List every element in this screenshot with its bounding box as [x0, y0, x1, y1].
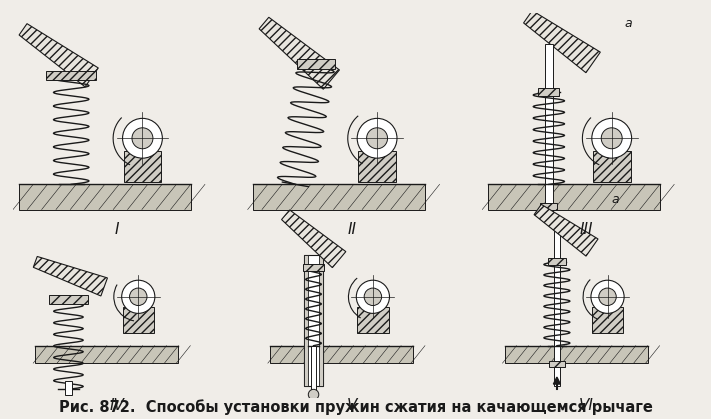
Bar: [65, 380, 72, 395]
Circle shape: [357, 118, 397, 158]
Text: V: V: [347, 398, 357, 413]
Text: a: a: [611, 193, 619, 206]
Bar: [124, 151, 161, 182]
Bar: [304, 255, 308, 386]
Bar: [593, 151, 631, 182]
Polygon shape: [33, 256, 107, 296]
Bar: [19, 184, 191, 210]
Circle shape: [122, 118, 162, 158]
Circle shape: [364, 288, 382, 305]
Circle shape: [602, 128, 622, 149]
Bar: [36, 346, 178, 363]
Bar: [538, 88, 560, 96]
Bar: [303, 264, 324, 271]
Text: III: III: [580, 222, 593, 237]
Polygon shape: [523, 10, 600, 73]
Bar: [297, 59, 335, 69]
Circle shape: [599, 288, 616, 305]
Bar: [505, 346, 648, 363]
Polygon shape: [534, 204, 598, 256]
Polygon shape: [19, 23, 98, 87]
Polygon shape: [553, 377, 560, 384]
Bar: [319, 255, 323, 386]
Bar: [46, 71, 97, 80]
Polygon shape: [282, 210, 346, 268]
Bar: [549, 361, 565, 367]
Bar: [548, 259, 566, 265]
Bar: [254, 184, 425, 210]
Circle shape: [367, 128, 387, 149]
Circle shape: [309, 389, 319, 400]
Circle shape: [591, 280, 624, 313]
Bar: [540, 203, 557, 210]
Circle shape: [122, 280, 155, 313]
Text: II: II: [348, 222, 356, 237]
Bar: [304, 255, 323, 386]
Polygon shape: [259, 17, 339, 89]
Text: IV: IV: [110, 398, 124, 413]
Text: a: a: [624, 17, 632, 30]
Text: Рис. 872.  Способы установки пружин сжатия на качающемся рычаге: Рис. 872. Способы установки пружин сжати…: [58, 399, 653, 415]
Bar: [357, 307, 389, 334]
Bar: [311, 346, 316, 391]
Bar: [554, 227, 560, 386]
Bar: [358, 151, 396, 182]
Bar: [122, 307, 154, 334]
Bar: [488, 184, 660, 210]
Bar: [592, 307, 624, 334]
Circle shape: [129, 288, 147, 305]
Text: VI: VI: [579, 398, 594, 413]
Bar: [49, 295, 87, 304]
Circle shape: [592, 118, 631, 158]
Bar: [545, 44, 552, 214]
Circle shape: [356, 280, 390, 313]
Bar: [270, 346, 413, 363]
Circle shape: [132, 128, 153, 149]
Text: I: I: [115, 222, 119, 237]
